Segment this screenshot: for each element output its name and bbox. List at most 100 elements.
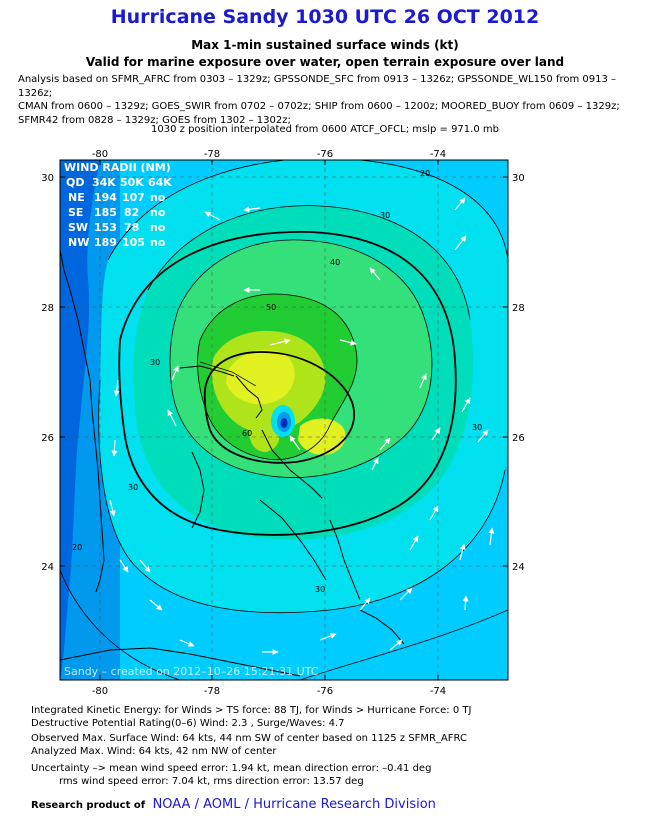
lat-tick-label: 30 — [512, 173, 525, 184]
wind-radii-cell: 105 — [122, 236, 145, 249]
lat-tick-label: 24 — [41, 562, 54, 573]
contour-34kt — [118, 231, 457, 536]
contour-label: 20 — [420, 169, 430, 178]
coastline-cat-long — [329, 519, 361, 601]
coastline-grand-bahama — [179, 365, 235, 377]
wind-arrow — [462, 595, 469, 611]
grid-lines — [60, 160, 508, 680]
contour-line — [60, 569, 181, 680]
wind-radii-cell: 189 — [94, 236, 117, 249]
wind-arrow — [289, 435, 301, 451]
wind-arrow — [179, 639, 195, 647]
wind-arrow — [339, 339, 357, 346]
contour-label: 20 — [72, 543, 82, 552]
wind-arrow — [369, 267, 381, 281]
lon-tick-label: -76 — [317, 149, 333, 160]
wind-arrow — [409, 535, 419, 551]
plot-frame — [59, 159, 509, 681]
lat-labels-left: 30 28 26 24 — [41, 173, 54, 573]
wind-arrow — [111, 439, 118, 457]
lon-tick-label: -74 — [430, 149, 446, 160]
lon-tick-label: -78 — [204, 686, 220, 697]
wind-radii-cell: QD — [66, 176, 84, 189]
contour-line — [147, 205, 471, 321]
contour-line — [169, 239, 433, 478]
wind-arrow — [171, 365, 179, 381]
lat-tick-label: 28 — [512, 303, 525, 314]
wind-radii-row: NW 189 105 no — [68, 236, 166, 249]
wind-radii-cell: 185 — [94, 206, 117, 219]
lon-tick-label: -74 — [430, 686, 446, 697]
contour-line — [98, 379, 506, 614]
lon-tick-label: -80 — [92, 149, 108, 160]
lon-tick-label: -76 — [317, 686, 333, 697]
wind-field-map: 20 30 40 50 60 30 30 20 30 30 WIND RADII… — [41, 149, 525, 697]
lon-labels-top: -80 -78 -76 -74 — [92, 149, 446, 160]
contour-label: 60 — [242, 429, 252, 438]
wind-radii-cell: 34K — [92, 176, 116, 189]
wind-arrow — [389, 639, 403, 651]
wind-arrow — [454, 197, 466, 211]
coastline-abaco — [235, 375, 263, 419]
lat-tick-label: 26 — [41, 433, 54, 444]
wind-arrow — [431, 427, 441, 441]
analyzed-max-text: Analyzed Max. Wind: 64 kts, 42 nm NW of … — [31, 746, 277, 757]
observed-max-text: Observed Max. Surface Wind: 64 kts, 44 n… — [31, 733, 467, 744]
max-wind-block: Observed Max. Surface Wind: 64 kts, 44 n… — [31, 732, 467, 758]
lon-tick-label: -78 — [204, 149, 220, 160]
dpr-text: Destructive Potential Rating(0–6) Wind: … — [31, 718, 345, 729]
energy-block: Integrated Kinetic Energy: for Winds > T… — [31, 704, 471, 730]
wind-radii-cell: no — [150, 206, 166, 219]
wind-arrow — [109, 499, 116, 517]
wind-radii-row: NE 194 107 no — [68, 191, 166, 204]
exposure-note: Valid for marine exposure over water, op… — [85, 55, 565, 69]
wind-arrow — [139, 559, 151, 573]
wind-radii-table: WIND RADII (NM) QD 34K 50K 64K NE 194 107 no S… — [64, 161, 172, 249]
lat-tick-label: 28 — [41, 303, 54, 314]
rms-text: rms wind speed error: 7.04 kt, rms direc… — [59, 776, 364, 787]
lon-labels-bottom: -80 -78 -76 -74 — [92, 686, 446, 697]
credit-label: Research product of — [31, 800, 146, 811]
contour-line — [299, 609, 508, 680]
wind-arrow — [419, 373, 427, 389]
wind-arrow — [379, 437, 391, 451]
contour-lines — [60, 160, 508, 680]
wind-arrow — [119, 559, 129, 573]
contour-64kt — [203, 351, 355, 464]
contour-labels: 20 30 40 50 60 30 30 20 30 30 — [72, 169, 482, 594]
wind-radii-cell: NE — [68, 191, 85, 204]
wind-radii-cell: no — [150, 221, 166, 234]
wind-arrow — [459, 543, 466, 561]
map-watermark: Sandy – created on 2012–10–26 15:21:31 U… — [64, 665, 319, 678]
credit-organization[interactable]: NOAA / AOML / Hurricane Research Divisio… — [152, 797, 436, 812]
wind-arrow — [319, 633, 337, 641]
contour-label: 30 — [472, 423, 482, 432]
wind-arrow — [477, 429, 489, 443]
wind-arrow — [461, 397, 471, 413]
position-note: 1030 z position interpolated from 0600 A… — [151, 124, 499, 135]
wind-field: 20 30 40 50 60 30 30 20 30 30 WIND RADII… — [60, 160, 508, 680]
coastline-eleuthera — [261, 429, 323, 499]
contour-label: 40 — [330, 258, 340, 267]
uncertainty-text: Uncertainty –> mean wind speed error: 1.… — [31, 763, 432, 774]
map-subtitle: Max 1-min sustained surface winds (kt) — [191, 38, 459, 52]
lat-labels-right: 30 28 26 24 — [512, 173, 525, 573]
wind-radii-cell: 78 — [124, 221, 139, 234]
contour-label: 30 — [128, 483, 138, 492]
wind-radii-cell: 82 — [124, 206, 139, 219]
contour-label: 50 — [266, 303, 276, 312]
wind-arrow — [359, 597, 371, 611]
wind-radii-cell: no — [150, 191, 166, 204]
wind-arrow — [488, 527, 495, 546]
wind-radii-cell: no — [150, 236, 166, 249]
wind-arrow — [269, 338, 291, 346]
analysis-sources: Analysis based on SFMR_AFRC from 0303 – … — [18, 73, 643, 127]
coastline-exuma — [259, 499, 327, 581]
wind-radii-cell: 153 — [94, 221, 117, 234]
contour-label: 30 — [315, 585, 325, 594]
eye-inner — [280, 418, 288, 428]
coastline-southern-bahamas — [359, 609, 405, 645]
wind-arrow — [167, 409, 177, 427]
wind-radii-title: WIND RADII (NM) — [64, 161, 171, 174]
wind-band-60-nw — [226, 349, 295, 405]
